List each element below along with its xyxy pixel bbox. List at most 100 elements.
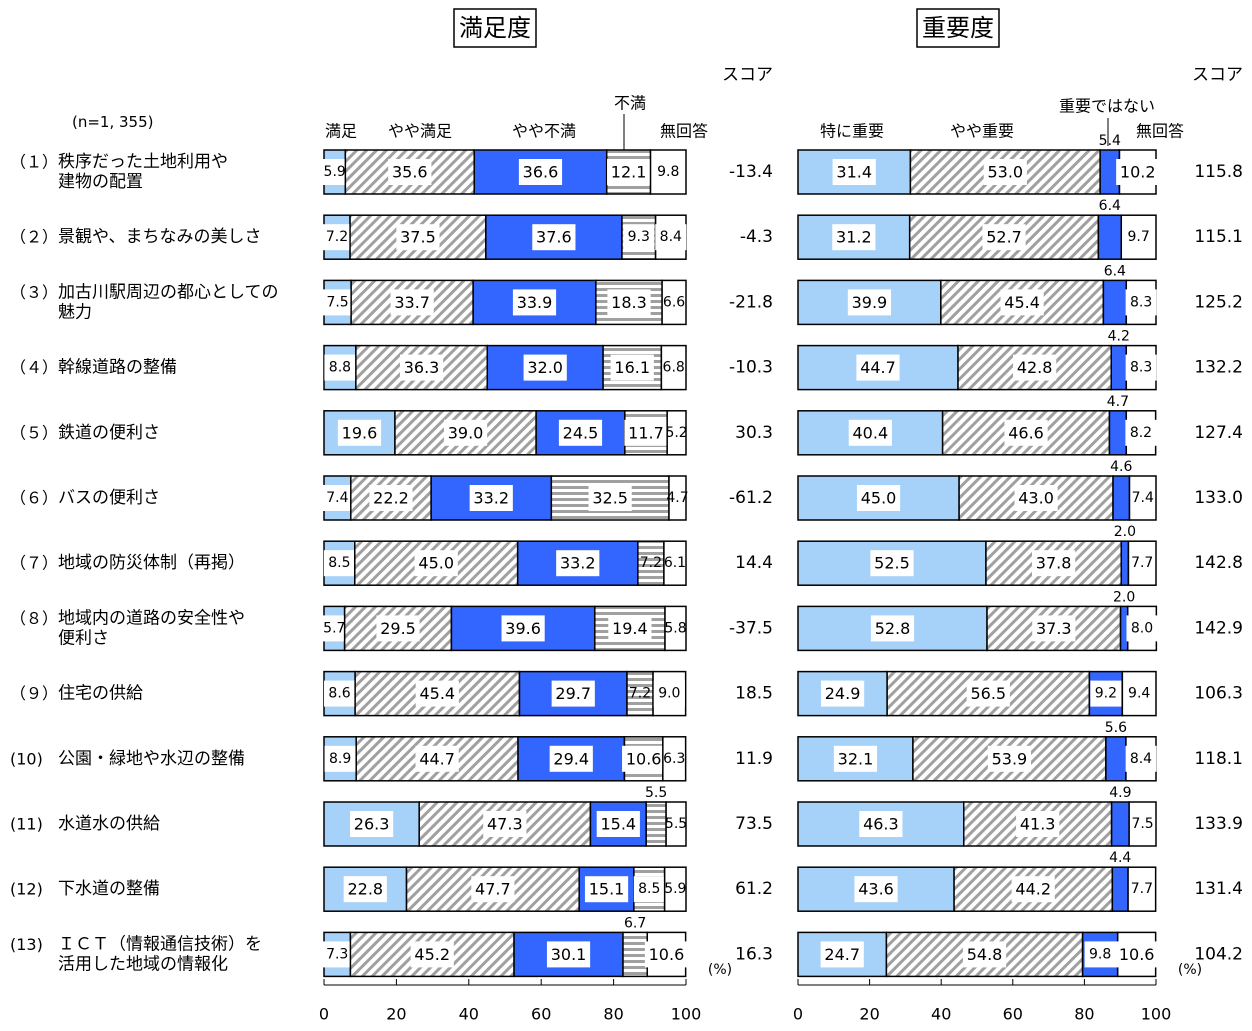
data-label: 37.3 [1036, 619, 1072, 638]
panel-title-box [916, 8, 1000, 48]
data-label-bg [1090, 680, 1122, 707]
data-label-bg [833, 745, 878, 772]
data-label: 44.7 [860, 358, 896, 377]
data-label-bg [399, 354, 444, 381]
data-label: 9.4 [1128, 686, 1150, 702]
bar-segment [668, 475, 687, 521]
data-label-bg [854, 876, 898, 903]
unit-label: (%) [1178, 962, 1202, 978]
data-label-bg [558, 419, 603, 446]
data-label: 52.5 [874, 554, 910, 573]
data-label-bg [607, 289, 651, 316]
data-label-bg [607, 159, 651, 185]
data-label: 9.0 [658, 686, 680, 702]
data-label-bg [414, 550, 458, 577]
data-label-bg [848, 419, 892, 446]
data-label-bg [1013, 354, 1057, 381]
category-label: 地域内の道路の安全性や [58, 608, 245, 628]
data-label: 7.2 [326, 229, 348, 245]
data-label: 39.0 [448, 423, 484, 442]
data-label-bg [323, 550, 355, 577]
score-value: -21.8 [729, 292, 773, 312]
score-value: -10.3 [729, 358, 773, 378]
data-label: 45.4 [1004, 293, 1040, 312]
data-label: 6.1 [664, 555, 686, 571]
data-label-bg [820, 680, 865, 707]
category-label: ＩＣＴ（情報通信技術）を [58, 934, 262, 954]
bar-segment [1110, 344, 1128, 391]
data-label: 4.7 [666, 490, 688, 506]
data-label: 26.3 [354, 815, 390, 834]
bar-segment [663, 866, 687, 912]
data-label: 8.0 [1131, 620, 1153, 636]
data-label: 7.2 [629, 686, 651, 702]
score-value: 131.4 [1194, 879, 1243, 899]
data-label-bg [1125, 419, 1157, 446]
data-label-bg [324, 354, 356, 381]
data-label-bg [588, 485, 632, 511]
data-label-bg [820, 941, 864, 968]
data-label: 39.9 [852, 293, 888, 312]
data-label: 22.8 [347, 880, 383, 899]
data-label-bg [1000, 289, 1044, 316]
x-tick-label: 80 [603, 1005, 623, 1024]
category-label: 下水道の整備 [58, 879, 160, 899]
data-label: 44.7 [419, 749, 455, 768]
data-label: 47.3 [487, 815, 523, 834]
x-tick-label: 100 [671, 1005, 702, 1024]
bar-segment [1120, 540, 1130, 586]
category-number: （８） [10, 609, 58, 628]
category-number: （２） [10, 228, 58, 247]
data-label-bg [859, 811, 903, 837]
bar-segment [1127, 540, 1157, 586]
data-label: 33.9 [517, 293, 553, 312]
x-tick-label: 100 [1141, 1005, 1172, 1024]
score-value: 125.2 [1194, 292, 1243, 312]
category-label: 建物の配置 [58, 172, 143, 192]
data-label: 32.1 [838, 749, 874, 768]
category-label: 景観や、まちなみの美しさ [58, 227, 262, 247]
score-header: スコア [722, 65, 773, 85]
data-label-bg [415, 745, 459, 772]
data-label: 52.8 [875, 619, 911, 638]
data-label: 45.0 [418, 554, 454, 573]
data-label-bg [832, 224, 876, 251]
data-label: 7.7 [1131, 555, 1153, 571]
data-label: 37.8 [1036, 554, 1072, 573]
data-label: 32.5 [592, 489, 628, 508]
data-label: 7.4 [326, 490, 348, 506]
bar-segment [666, 410, 687, 456]
legend-label: やや不満 [512, 122, 576, 141]
data-label-bg [633, 876, 665, 903]
data-label-bg [410, 941, 454, 968]
legend-label: 無回答 [1136, 122, 1184, 141]
data-label: 53.9 [992, 749, 1028, 768]
data-label: 9.7 [1128, 229, 1150, 245]
data-label-bg [644, 941, 689, 968]
data-label-bg [501, 615, 545, 642]
data-label-bg [343, 876, 387, 903]
data-label-bg [546, 941, 591, 968]
data-label-bg [987, 745, 1031, 772]
data-label: 43.0 [1018, 489, 1054, 508]
score-value: -37.5 [729, 618, 773, 638]
data-label: 29.5 [380, 619, 416, 638]
data-label-bg [1004, 419, 1048, 446]
data-label: 8.8 [329, 360, 351, 376]
data-label: 8.9 [329, 751, 351, 767]
data-label-bg [966, 680, 1010, 707]
data-label-bg [870, 550, 914, 577]
category-number: （３） [10, 283, 58, 302]
data-label: 19.4 [612, 619, 648, 638]
bar-segment [1097, 214, 1123, 260]
score-value: -4.3 [740, 227, 773, 247]
score-value: 73.5 [735, 814, 773, 834]
bar-segment [660, 344, 687, 391]
data-label: 5.5 [645, 785, 667, 801]
data-label: 10.6 [649, 945, 685, 964]
data-label: 56.5 [970, 684, 1006, 703]
x-tick-label: 60 [1003, 1005, 1023, 1024]
category-label: 住宅の供給 [58, 684, 143, 704]
data-label-bg [653, 680, 685, 707]
